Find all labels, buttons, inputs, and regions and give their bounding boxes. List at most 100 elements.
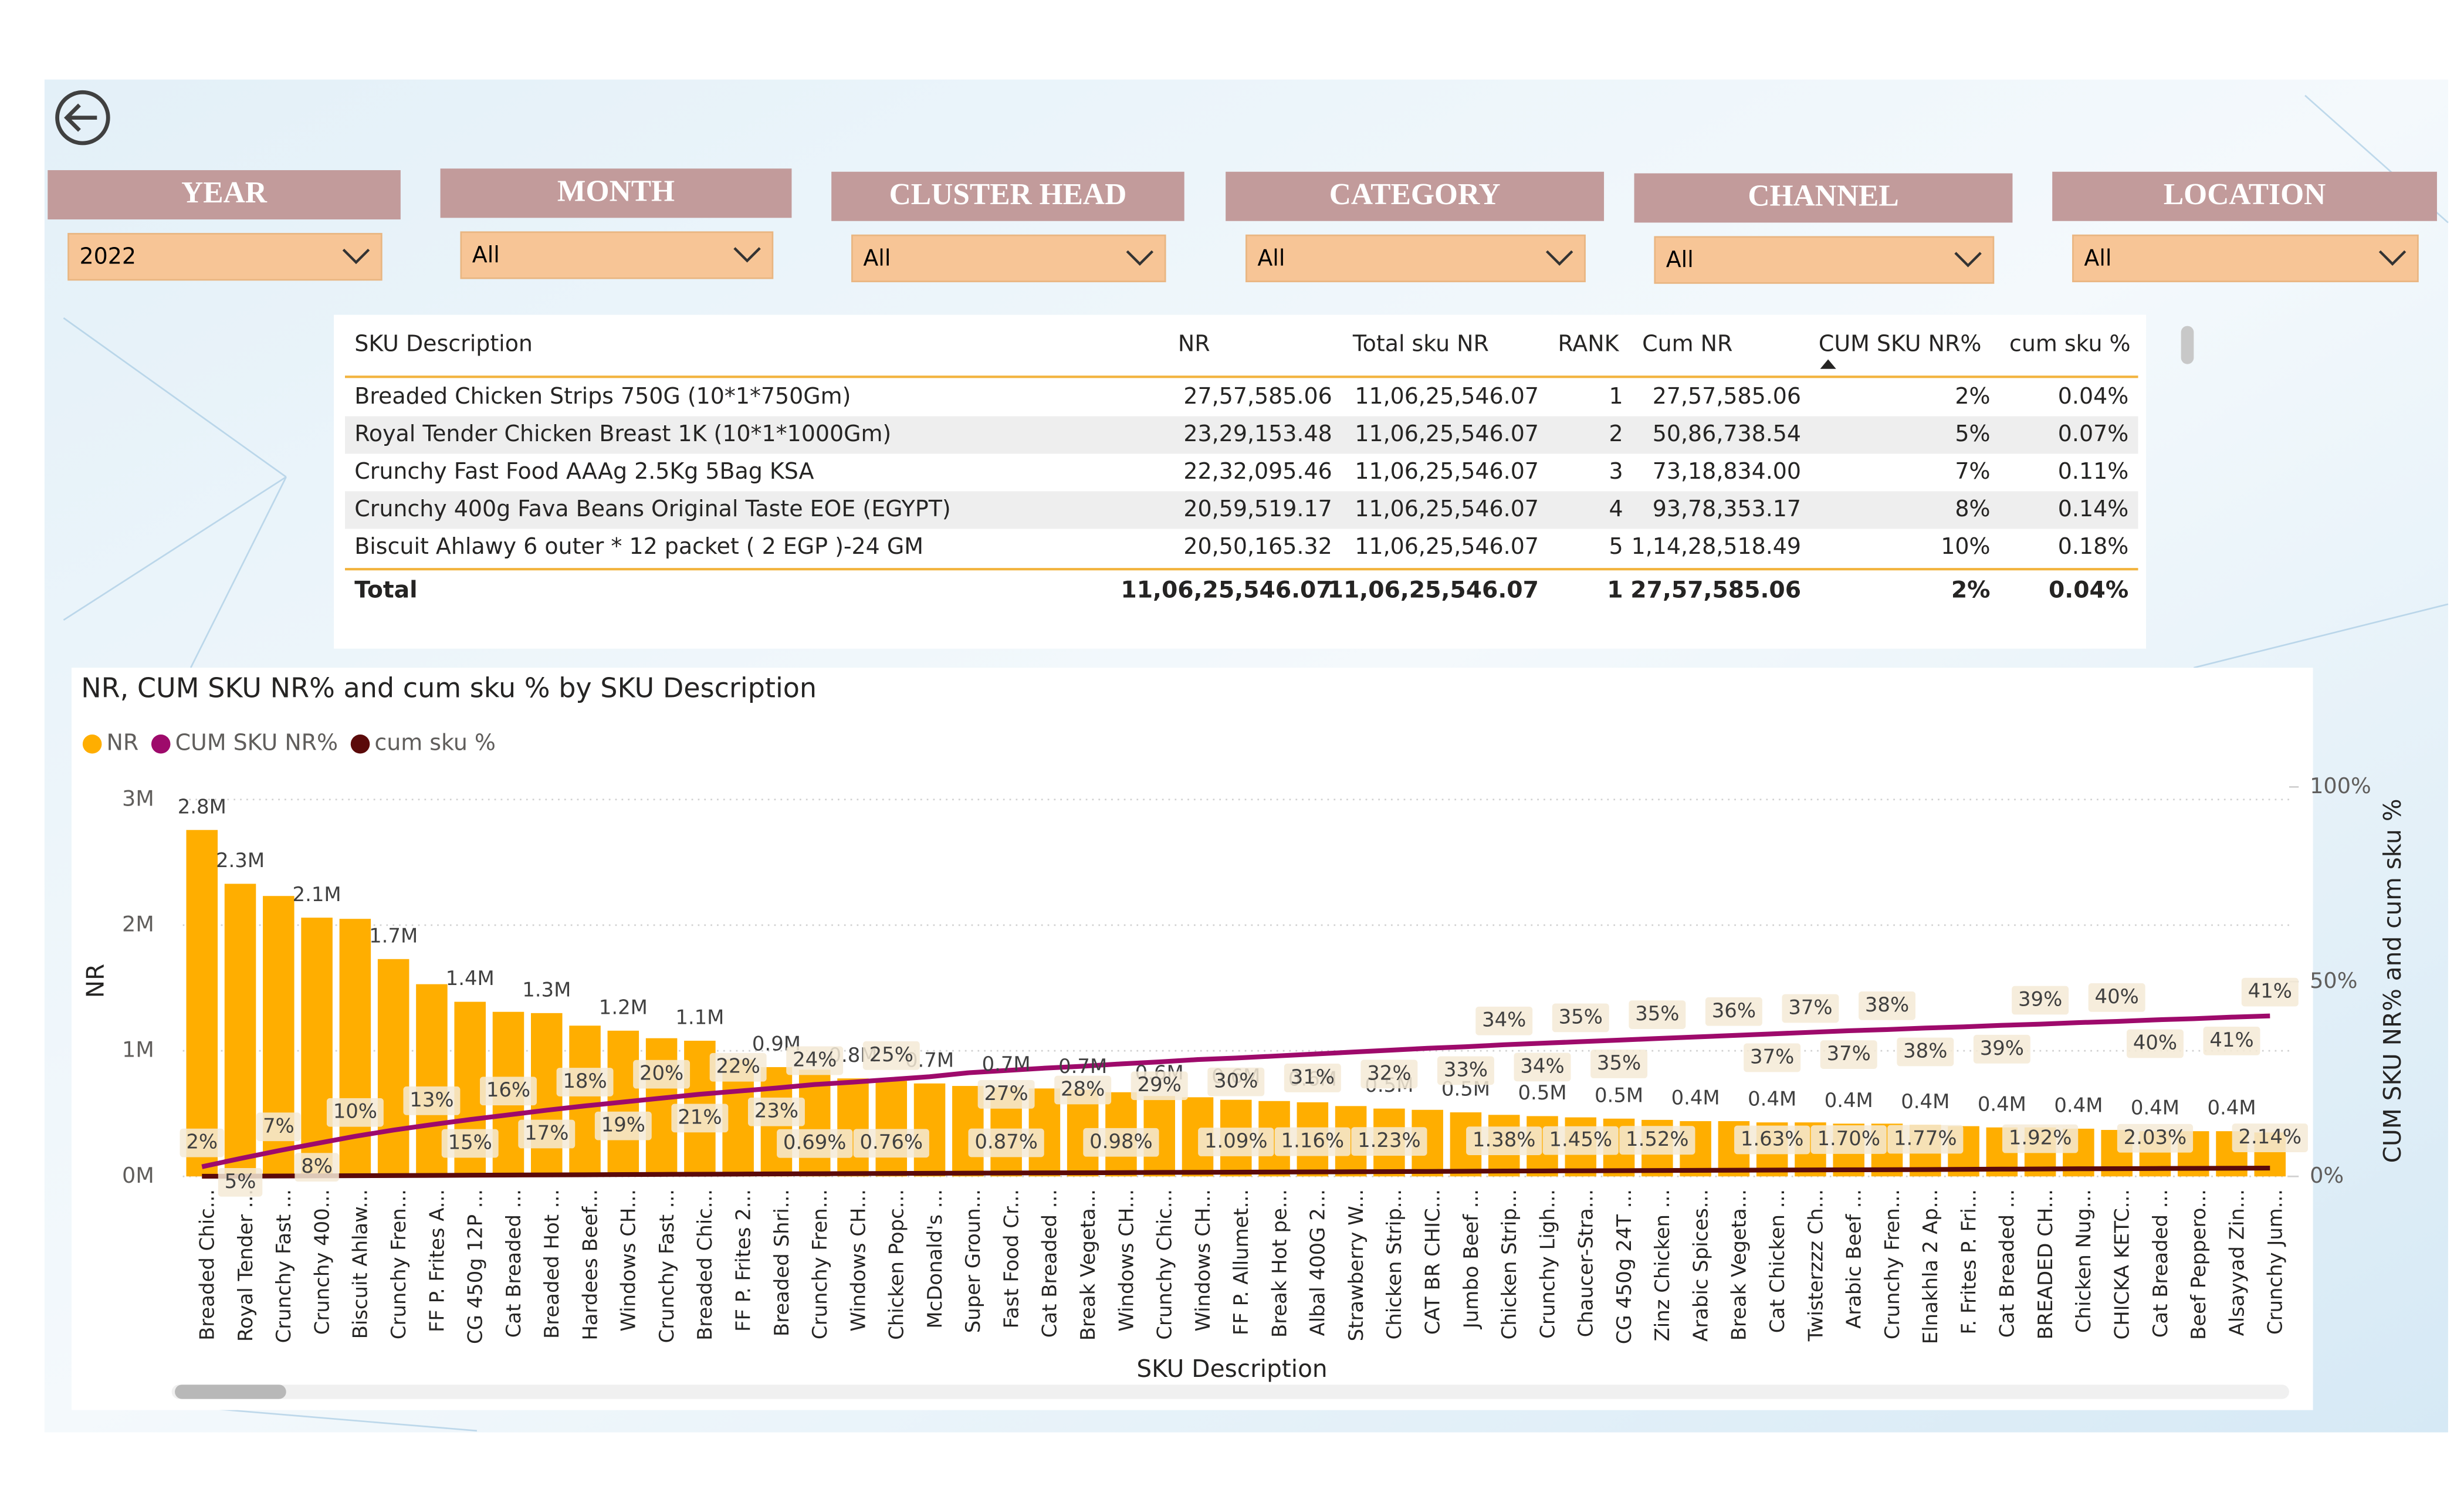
x-tick-label: FF P. Allumet... [1230,1189,1253,1335]
x-tick-label: Crunchy Jum... [2264,1189,2287,1335]
data-label-box [326,1098,384,1127]
data-label-box [295,1153,339,1182]
filter-dropdown[interactable] [460,231,774,279]
data-label: 0.5M [1518,1081,1566,1104]
data-label: 35% [1597,1051,1641,1074]
column-header: SKU Description [354,331,533,357]
data-label: 2.8M [178,795,226,818]
data-label-box [671,1104,729,1133]
total-cell: 27,57,585.06 [1630,577,1801,604]
data-label-box [1466,1126,1542,1155]
data-label: 2.3M [216,849,265,872]
x-tick-label: McDonald's ... [923,1189,946,1329]
data-label: 34% [1482,1008,1526,1031]
total-cell: 11,06,25,546.07 [1121,577,1332,604]
data-label: 0.69% [783,1131,847,1154]
table-cell: 5% [1955,421,1990,446]
data-label: 15% [448,1131,492,1153]
line [202,1165,2270,1179]
data-label: 37% [1827,1042,1871,1065]
data-label: 38% [1865,993,1909,1016]
line [201,1013,2270,1169]
table-cell: 50,86,738.54 [1653,421,1801,446]
data-label: 0.5M [1595,1084,1643,1106]
data-label-box [1744,1043,1801,1072]
data-label: 35% [1559,1005,1603,1028]
table-cell: 20,59,519.17 [1183,496,1332,522]
data-label-box [1782,994,1839,1023]
data-label-box [1475,1006,1533,1035]
x-tick-label: Chaucer-Stra... [1575,1189,1597,1337]
data-label: 0.4M [2054,1094,2103,1116]
x-tick-label: Arabic Spices... [1689,1189,1712,1342]
x-tick-label: Cat Breaded ... [2149,1189,2172,1338]
table-cell: 7% [1955,458,1990,484]
x-tick-label: Crunchy Fren... [808,1189,831,1339]
x-tick-label: Cat Breaded ... [502,1189,525,1338]
data-label: 30% [1214,1069,1258,1092]
data-label: 2.03% [2124,1126,2187,1149]
filter-dropdown[interactable] [1654,236,1995,284]
filter-dropdown[interactable] [2072,234,2419,283]
x-tick-label: CAT BR CHIC... [1421,1189,1444,1335]
data-label-box [1820,1040,1877,1069]
data-label-box [633,1060,691,1089]
data-label-box [786,1046,844,1075]
table-cell: 23,29,153.48 [1183,421,1332,446]
filter-dropdown[interactable] [1245,234,1586,283]
table-cell: 93,78,353.17 [1653,496,1801,522]
data-label-box [180,1128,224,1157]
data-label-box [2117,1123,2194,1153]
filter-value: All [472,242,500,268]
back-button[interactable] [55,90,110,145]
data-label-box [403,1086,461,1115]
table-cell: 11,06,25,546.07 [1355,496,1539,522]
data-label: 2.1M [293,883,341,906]
data-label: 1.2M [599,996,648,1018]
data-label-box [1514,1052,1571,1082]
data-label: 0.4M [2131,1096,2179,1119]
table-cell: Breaded Chicken Strips 750G (10*1*750Gm) [354,383,851,409]
data-label-box [968,1128,1044,1157]
table-scrollbar[interactable] [2181,326,2194,364]
chart-scrollbar[interactable] [175,1385,286,1399]
table-cell: 0.07% [2058,421,2128,446]
x-tick-label: CHICKA KETC... [2111,1189,2134,1340]
bar [224,884,256,1177]
y-tick-label: 2M [122,911,154,936]
chart: NR, CUM SKU NR% and cum sku % by SKU Des… [81,672,2407,1383]
filter-dropdown[interactable] [851,234,1166,283]
table-cell: 5 [1609,533,1623,559]
legend-marker [350,734,370,754]
x-tick-label: CG 450g 12P ... [464,1189,487,1344]
x-tick-label: Break Vegeta... [1728,1189,1751,1341]
data-label-box [1810,1125,1887,1154]
table-cell: 73,18,834.00 [1653,458,1801,484]
data-label-box [1274,1127,1351,1156]
table-cell: 27,57,585.06 [1183,383,1332,409]
legend-label: CUM SKU NR% [175,730,339,756]
data-label-box [1973,1034,2030,1064]
x-tick-label: Windows CH... [1192,1189,1214,1332]
data-label: 1.63% [1741,1127,1804,1150]
table-cell: Crunchy Fast Food AAAg 2.5Kg 5Bag KSA [354,458,814,484]
row-band [345,491,2138,529]
data-label: 0.4M [1978,1092,2026,1115]
data-label: 0.4M [1748,1088,1796,1111]
x-tick-label: Crunchy Ligh... [1536,1189,1559,1339]
filter-value: 2022 [79,243,136,269]
table-cell: 0.18% [2058,533,2128,559]
x-tick-label: Elnakhla 2 Ap... [1919,1189,1942,1344]
data-label-box [1590,1050,1648,1078]
data-label-box [1887,1125,1964,1154]
table-cell: Biscuit Ahlawy 6 outer * 12 packet ( 2 E… [354,533,923,559]
filter-dropdown[interactable] [67,233,383,281]
data-label: 5% [225,1170,256,1193]
x-tick-label: Chicken Strip... [1383,1189,1406,1339]
filter-value: All [1257,245,1285,270]
table-cell: 2% [1955,383,1990,409]
data-label: 0.98% [1089,1130,1153,1153]
data-label: 38% [1903,1039,1947,1062]
filter-value: All [2084,245,2111,270]
data-label-box [594,1111,652,1140]
